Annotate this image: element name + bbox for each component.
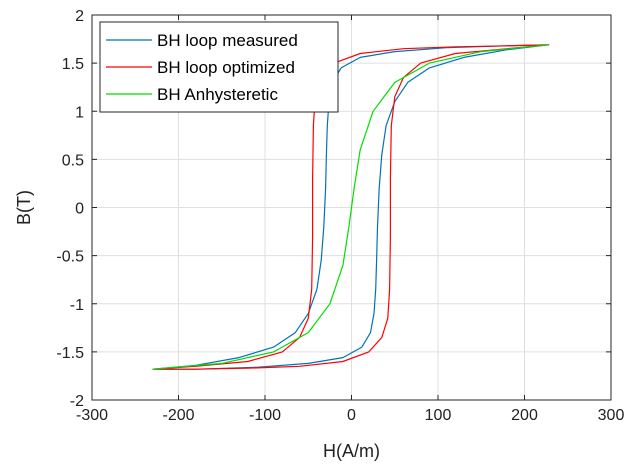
x-tick-label: 100 bbox=[425, 407, 452, 424]
tick-labels: -300 -200 -100 0 100 200 300 -2 -1.5 -1 -0.5 0 0.5 1 1… bbox=[56, 8, 624, 424]
legend-label-3: BH Anhysteretic bbox=[157, 85, 278, 104]
x-tick-label: -100 bbox=[249, 407, 281, 424]
x-tick-label: 0 bbox=[347, 407, 356, 424]
y-tick-label: 1 bbox=[75, 104, 84, 121]
y-tick-label: -0.5 bbox=[56, 249, 84, 266]
x-tick-label: -200 bbox=[162, 407, 194, 424]
series-layer bbox=[152, 44, 550, 370]
y-tick-label: 1.5 bbox=[62, 56, 84, 73]
y-tick-label: 0 bbox=[75, 201, 84, 218]
tick-marks bbox=[91, 14, 612, 401]
y-tick-label: -2 bbox=[70, 393, 84, 410]
x-tick-label: -300 bbox=[76, 407, 108, 424]
x-tick-label: 200 bbox=[511, 407, 538, 424]
legend-label-2: BH loop optimized bbox=[157, 58, 295, 77]
legend: BH loop measured BH loop optimized BH Anhy… bbox=[99, 21, 339, 113]
legend-label-1: BH loop measured bbox=[157, 31, 298, 50]
y-tick-label: -1.5 bbox=[56, 345, 84, 362]
y-tick-label: 0.5 bbox=[62, 152, 84, 169]
y-tick-label: -1 bbox=[70, 297, 84, 314]
y-tick-label: 2 bbox=[75, 8, 84, 25]
x-axis-label: H(A/m) bbox=[323, 441, 380, 461]
series-line-3 bbox=[152, 44, 549, 370]
x-tick-label: 300 bbox=[598, 407, 625, 424]
y-axis-label: B(T) bbox=[14, 190, 34, 225]
